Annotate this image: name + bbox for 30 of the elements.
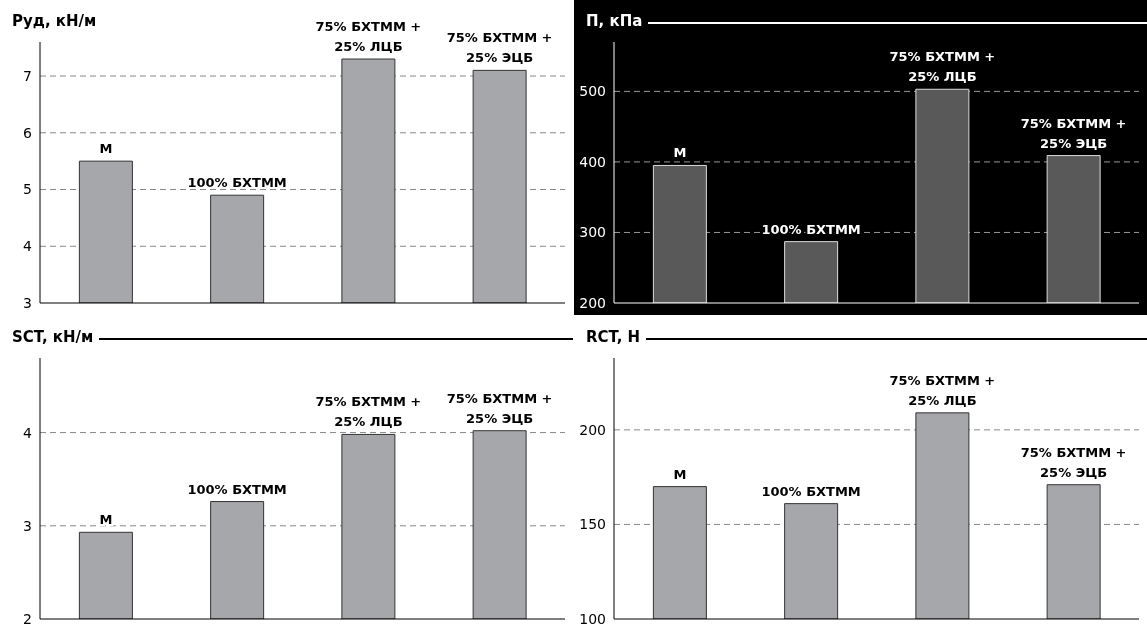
y-tick-label: 4	[23, 424, 33, 441]
y-tick-label: 6	[23, 124, 33, 141]
y-tick-label: 100	[579, 610, 606, 627]
y-tick-label: 200	[579, 294, 606, 311]
category-label: 75% БХТММ + 25% ЭЦБ	[446, 390, 553, 426]
y-tick-label: 3	[23, 517, 32, 534]
y-axis-title: RCT, Н	[586, 328, 647, 346]
y-axis-title: Руд, кН/м	[12, 12, 103, 30]
category-label: 75% БХТММ + 25% ЭЦБ	[1020, 444, 1127, 480]
category-label: 75% БХТММ + 25% ЛЦБ	[889, 372, 996, 408]
y-tick-label: 300	[579, 224, 606, 241]
y-tick-label: 7	[23, 68, 32, 85]
category-label: М	[99, 512, 113, 528]
category-label: М	[673, 466, 687, 482]
y-tick-label: 3	[23, 294, 32, 311]
x-tick-label: М	[99, 141, 113, 157]
y-tick-label: 500	[579, 83, 606, 100]
category-label: 100% БХТММ	[187, 481, 287, 497]
y-tick-label: 150	[579, 516, 606, 533]
x-tick-label: 75% БХТММ + 25% ЭЦБ	[1020, 115, 1127, 151]
y-axis-title: П, кПа	[586, 12, 649, 30]
category-label: 75% БХТММ + 25% ЛЦБ	[315, 394, 422, 430]
category-label: 100% БХТММ	[761, 483, 861, 499]
y-tick-label: 4	[23, 238, 33, 255]
y-tick-label: 5	[23, 181, 32, 198]
y-axis-title: SCT, кН/м	[12, 328, 100, 346]
x-tick-label: 75% БХТММ + 25% ЭЦБ	[446, 30, 553, 66]
y-tick-label: 200	[579, 421, 606, 438]
y-tick-label: 2	[23, 610, 32, 627]
y-tick-label: 400	[579, 153, 606, 170]
